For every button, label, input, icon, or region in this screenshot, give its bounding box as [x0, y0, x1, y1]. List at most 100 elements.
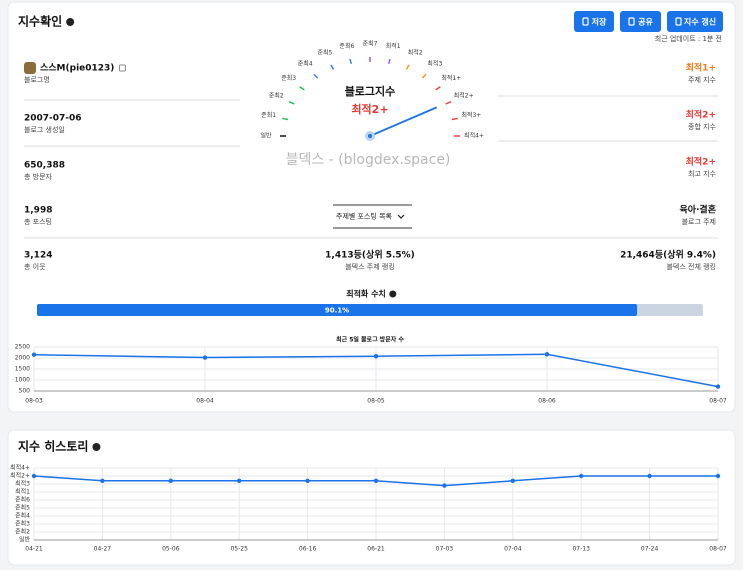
stat-label: 블로그 주제 — [682, 217, 716, 226]
gauge-tick — [387, 58, 391, 65]
gauge-label: 최적4+ — [464, 132, 484, 140]
stat-label: 총 이웃 — [24, 262, 46, 271]
y-tick-label: 500 — [19, 388, 31, 395]
x-tick-label: 08-06 — [538, 398, 556, 405]
stat-label: 최고 지수 — [688, 169, 717, 178]
gauge-title: 블로그지수 — [345, 84, 396, 98]
x-tick-label: 04-27 — [94, 546, 112, 553]
gauge-tick — [288, 101, 295, 105]
dropdown-label: 주제별 포스팅 목록 — [336, 212, 393, 221]
y-tick-label: 준최6 — [15, 496, 30, 504]
help-icon — [66, 18, 75, 26]
x-tick-label: 07-24 — [641, 546, 659, 553]
section-title: 최적화 수치 — [346, 289, 386, 299]
x-tick-label: 07-13 — [572, 546, 590, 553]
stat-value: 21,464등(상위 9.4%) — [620, 249, 716, 261]
stat-value: 스스M(pie0123) — [40, 63, 114, 74]
button[interactable] — [574, 11, 614, 32]
gauge-tick — [330, 64, 335, 70]
point — [202, 355, 208, 360]
gauge-label: 준최1 — [261, 111, 276, 119]
point — [31, 352, 37, 357]
x-tick-label: 06-16 — [299, 546, 317, 553]
gauge-label: 일반 — [260, 132, 272, 140]
point — [442, 483, 447, 488]
stat-value: 최적1+ — [686, 62, 716, 74]
point — [647, 473, 652, 479]
stat-label: 종합 지수 — [688, 122, 717, 131]
stat-value: 3,124 — [24, 251, 52, 261]
y-tick-label: 1500 — [15, 366, 30, 373]
chart-title: 최근 5일 블로그 방문자 수 — [336, 336, 404, 344]
x-tick-label: 08-05 — [367, 398, 385, 405]
stat-value: 1,998 — [24, 206, 52, 216]
gauge-label: 최적3+ — [461, 111, 481, 119]
gauge-label: 최적1 — [386, 42, 401, 50]
gauge-tick — [435, 86, 441, 91]
x-tick-label: 07-04 — [504, 546, 522, 553]
y-tick-label: 준최3 — [15, 520, 30, 528]
help-icon — [92, 443, 101, 451]
gauge-tick — [313, 73, 319, 79]
y-tick-label: 최적4+ — [10, 464, 30, 472]
point — [305, 478, 310, 483]
point — [31, 473, 37, 479]
avatar — [24, 62, 36, 74]
y-tick-label: 최적1 — [15, 488, 30, 496]
x-tick-label: 06-21 — [367, 546, 385, 553]
x-tick-label: 05-06 — [162, 546, 180, 553]
x-tick-label: 08-03 — [25, 398, 43, 405]
button[interactable] — [620, 11, 661, 32]
gauge-needle — [369, 106, 438, 137]
point — [715, 473, 721, 479]
y-tick-label: 최적2+ — [10, 472, 30, 480]
gauge-tick — [282, 117, 289, 121]
button-label: 지수 갱신 — [684, 17, 716, 27]
point — [373, 478, 379, 483]
y-tick-label: 준최4 — [15, 512, 30, 520]
y-tick-label: 준최2 — [15, 528, 30, 536]
button-icon — [582, 17, 589, 26]
y-tick-label: 1000 — [15, 377, 30, 384]
stat-label: 블로그명 — [24, 75, 50, 84]
button[interactable] — [667, 11, 723, 32]
y-tick-label: 일반 — [19, 536, 31, 544]
title: 지수확인 — [18, 14, 62, 29]
point — [579, 473, 584, 479]
stat-label: 블덱스 주제 랭킹 — [345, 262, 395, 271]
chevron — [397, 214, 405, 219]
stat-value: 최적2+ — [686, 109, 716, 121]
x-tick-label: 08-07 — [709, 546, 727, 553]
gauge-value: 최적2+ — [351, 102, 388, 116]
x-tick-label: 05-25 — [230, 546, 248, 553]
gauge-tick — [405, 64, 410, 70]
stat-label: 주제 지수 — [688, 75, 717, 84]
stat-value: 육아·결혼 — [679, 204, 716, 216]
progress-label: 90.1% — [325, 307, 349, 315]
y-tick-label: 2000 — [15, 355, 30, 362]
x-tick-label: 08-07 — [709, 398, 727, 405]
y-tick-label: 준최5 — [15, 504, 30, 512]
stat-value: 1,413등(상위 5.5%) — [325, 249, 415, 261]
gauge-tick — [451, 117, 458, 121]
x-tick-label: 08-04 — [196, 398, 214, 405]
y-tick-label: 최적3 — [15, 480, 30, 488]
gauge-label: 준최3 — [281, 74, 296, 82]
link-icon[interactable] — [118, 64, 126, 72]
point — [544, 352, 550, 357]
point — [715, 384, 721, 389]
gauge-label: 최적2+ — [454, 92, 474, 100]
stat-label: 블로그 생성일 — [24, 125, 65, 134]
point — [373, 354, 379, 359]
gauge-label: 최적2 — [408, 49, 423, 57]
button-label: 공유 — [638, 18, 653, 27]
button-label: 저장 — [592, 17, 607, 27]
history-card — [7, 429, 736, 566]
button-icon — [675, 17, 682, 26]
gauge-label: 준최7 — [363, 40, 378, 48]
needle-center — [368, 134, 372, 138]
help-icon — [389, 290, 397, 298]
gauge-label: 준최2 — [269, 92, 284, 100]
